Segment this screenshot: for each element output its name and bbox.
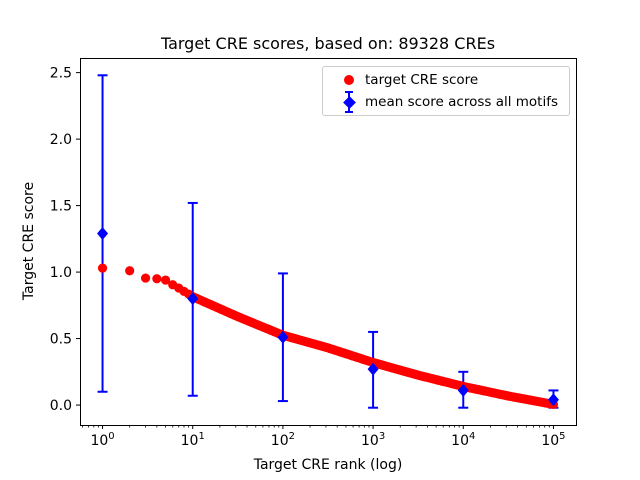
data-point <box>187 292 199 306</box>
svg-text:103: 103 <box>361 431 385 449</box>
svg-text:102: 102 <box>271 431 295 449</box>
data-point <box>97 227 109 241</box>
diamond-marker <box>342 95 356 109</box>
errorbar-bottom-cap <box>345 111 353 113</box>
svg-text:2.5: 2.5 <box>50 66 72 82</box>
svg-text:101: 101 <box>181 431 205 449</box>
legend-label-mean-score: mean score across all motifs <box>365 94 559 110</box>
blue-errorbar-diamond-marker-icon <box>342 91 356 113</box>
svg-text:0.5: 0.5 <box>50 332 72 348</box>
mean-score-markers <box>97 227 559 407</box>
data-point <box>457 383 469 397</box>
legend-marker-cell <box>333 75 365 85</box>
mean-errorbar-lines <box>97 74 559 409</box>
legend-item-target-cre-score: target CRE score <box>333 69 563 91</box>
legend: target CRE score mean score across all m… <box>322 66 570 116</box>
legend-label-target-cre-score: target CRE score <box>365 72 479 88</box>
svg-text:104: 104 <box>451 431 475 449</box>
data-point <box>367 362 379 376</box>
svg-text:0.0: 0.0 <box>50 398 72 414</box>
legend-item-mean-score: mean score across all motifs <box>333 91 563 113</box>
data-point <box>277 330 289 344</box>
svg-text:1.5: 1.5 <box>50 199 72 215</box>
data-point <box>547 393 559 407</box>
svg-text:1.0: 1.0 <box>50 265 72 281</box>
svg-text:2.0: 2.0 <box>50 132 72 148</box>
legend-marker-cell <box>333 91 365 113</box>
red-circle-marker-icon <box>344 75 354 85</box>
chart-title: Target CRE scores, based on: 89328 CREs <box>160 34 496 53</box>
x-axis-label: Target CRE rank (log) <box>253 457 403 473</box>
errorbar-top-cap <box>345 91 353 93</box>
svg-text:100: 100 <box>90 431 114 449</box>
y-axis-label: Target CRE score <box>21 181 37 301</box>
target-score-series <box>97 263 559 409</box>
svg-text:105: 105 <box>541 431 565 449</box>
